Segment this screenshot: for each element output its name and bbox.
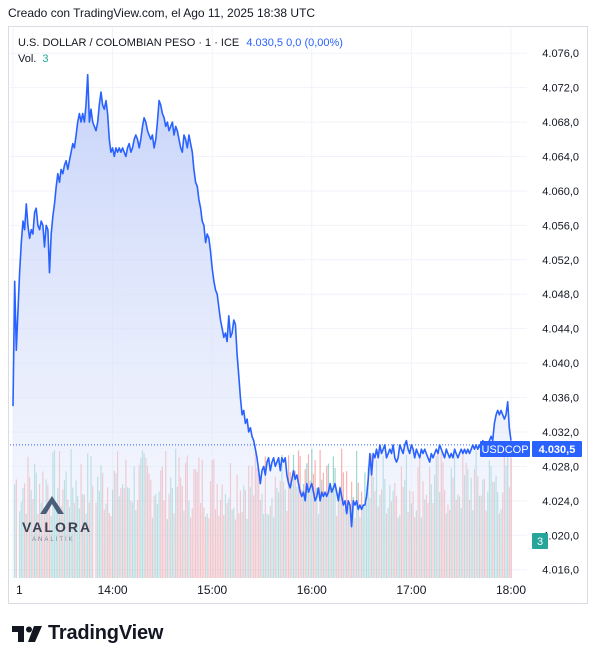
price-tag-value-bg: [532, 441, 582, 457]
watermark-brand: VALORA: [22, 519, 92, 535]
volume-value: 3: [42, 53, 49, 65]
y-tick-label: 4.064,0: [542, 152, 579, 164]
x-tick-label: 18:00: [496, 583, 526, 597]
valora-logo: VALORA ANALITIK: [22, 496, 92, 543]
y-tick-label: 4.048,0: [542, 289, 579, 301]
y-tick-label: 4.072,0: [542, 83, 579, 95]
x-axis[interactable]: 1 14:00 15:00 16:00 17:00 18:00: [16, 583, 526, 597]
y-tick-label: 4.020,0: [542, 530, 579, 542]
y-tick-label: 4.044,0: [542, 324, 579, 336]
volume-tag-bg: [532, 533, 548, 549]
tradingview-logo-icon: [12, 625, 42, 642]
footer-brand: TradingView: [48, 622, 164, 644]
volume-tag-value: 3: [537, 536, 543, 548]
chart-legend: U.S. DOLLAR / COLOMBIAN PESO · 1 · ICE 4…: [18, 35, 343, 51]
valora-logo-mark: [40, 496, 64, 514]
y-tick-label: 4.032,0: [542, 427, 579, 439]
symbol-title[interactable]: U.S. DOLLAR / COLOMBIAN PESO · 1 · ICE: [18, 37, 240, 49]
y-tick-label: 4.056,0: [542, 220, 579, 232]
y-tick-label: 4.076,0: [542, 48, 579, 60]
price-line: [12, 73, 512, 528]
y-axis[interactable]: 4.076,0 4.072,0 4.068,0 4.064,0 4.060,0 4.056…: [542, 48, 579, 576]
price-area-fill: [13, 74, 511, 578]
price-tag-symbol: USDCOP: [481, 444, 528, 456]
x-tick-label: 16:00: [297, 583, 327, 597]
price-change-value: 0,0 (0,00%): [286, 37, 343, 49]
x-tick-label: 14:00: [98, 583, 128, 597]
y-tick-label: 4.016,0: [542, 565, 579, 577]
y-tick-label: 4.024,0: [542, 496, 579, 508]
watermark-sub: ANALITIK: [32, 537, 75, 543]
y-tick-label: 4.036,0: [542, 393, 579, 405]
price-tag-value: 4.030,5: [539, 444, 576, 456]
y-tick-label: 4.052,0: [542, 255, 579, 267]
y-tick-label: 4.060,0: [542, 186, 579, 198]
volume-legend: Vol. 3: [18, 51, 48, 67]
price-tag: USDCOP 4.030,5: [480, 441, 582, 457]
volume-tag: 3: [532, 533, 548, 549]
footer-branding: TradingView: [12, 622, 163, 645]
x-tick-label: 1: [16, 583, 23, 597]
last-price-value: 4.030,5: [246, 37, 284, 49]
volume-label[interactable]: Vol.: [18, 53, 37, 65]
price-tag-symbol-bg: [480, 441, 530, 457]
y-tick-label: 4.028,0: [542, 461, 579, 473]
x-tick-label: 17:00: [396, 583, 426, 597]
y-tick-label: 4.068,0: [542, 117, 579, 129]
x-tick-label: 15:00: [197, 583, 227, 597]
chart-frame: [8, 26, 588, 604]
y-tick-label: 4.040,0: [542, 358, 579, 370]
created-with-text: Creado con TradingView.com, el Ago 11, 2…: [8, 6, 316, 20]
